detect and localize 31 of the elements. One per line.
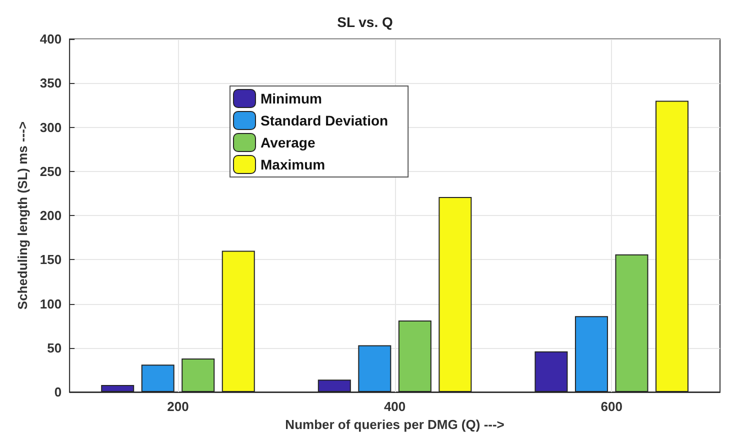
bar (438, 196, 472, 392)
y-tick-label: 50 (47, 340, 62, 356)
x-tick-label: 400 (384, 399, 406, 414)
bar (534, 351, 568, 392)
bar (182, 358, 215, 392)
legend-label: Average (260, 134, 316, 150)
y-tick-label: 150 (40, 252, 62, 268)
bar (398, 320, 432, 392)
y-tick-label: 300 (40, 120, 62, 135)
bar (655, 100, 688, 392)
legend-label: Standard Deviation (260, 112, 388, 128)
bar (141, 364, 174, 392)
x-tick-label: 200 (167, 399, 189, 414)
legend-label: Maximum (260, 156, 326, 172)
x-axis-title: Number of queries per DMG (Q) ---> (285, 417, 505, 432)
y-tick-label: 250 (40, 164, 62, 179)
x-tick-label: 600 (600, 399, 622, 414)
y-tick-label: 200 (40, 208, 62, 223)
y-tick-label: 400 (40, 32, 62, 46)
y-axis-title: Scheduling length (SL) ms ---> (15, 121, 30, 310)
bar (358, 345, 392, 392)
bar (574, 316, 608, 392)
chart-title: SL vs. Q (337, 14, 393, 30)
bar (101, 384, 134, 392)
y-tick-label: 0 (54, 384, 62, 400)
bar (615, 254, 648, 392)
y-tick-label: 350 (40, 76, 62, 91)
legend-label: Minimum (260, 90, 322, 106)
bar (318, 380, 351, 392)
bar (222, 250, 255, 392)
y-tick-label: 100 (40, 296, 62, 312)
